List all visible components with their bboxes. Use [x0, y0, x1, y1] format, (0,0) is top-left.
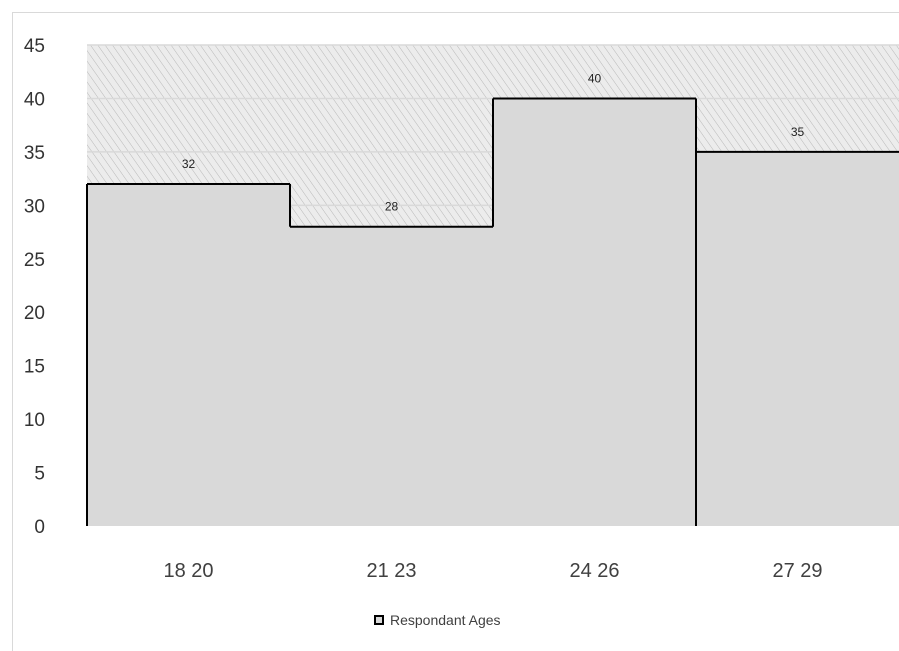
- x-tick-label: 24 26: [569, 560, 619, 582]
- y-tick-label: 10: [24, 410, 45, 431]
- x-axis: 18 20 21 23 24 26 27 29: [163, 560, 822, 582]
- legend-swatch: [374, 615, 384, 625]
- data-labels: 32 28 40 35: [182, 71, 805, 213]
- bar-3: [493, 98, 696, 526]
- y-tick-label: 15: [24, 357, 45, 378]
- bar-4: [696, 151, 899, 526]
- y-tick-label: 20: [24, 303, 45, 324]
- legend-label: Respondant Ages: [390, 612, 501, 628]
- y-tick-label: 30: [24, 196, 45, 217]
- data-label: 28: [385, 200, 399, 214]
- x-tick-label: 18 20: [163, 560, 213, 582]
- bar-2: [290, 226, 493, 526]
- data-label: 35: [791, 125, 805, 139]
- y-tick-label: 0: [34, 517, 45, 538]
- bars: [86, 97, 899, 526]
- x-tick-label: 27 29: [772, 560, 822, 582]
- y-axis: 0 5 10 15 20 25 30 35 40 45: [24, 36, 45, 538]
- y-tick-label: 40: [24, 89, 45, 110]
- x-tick-label: 21 23: [366, 560, 416, 582]
- y-tick-label: 35: [24, 143, 45, 164]
- y-tick-label: 25: [24, 250, 45, 271]
- y-tick-label: 5: [34, 464, 45, 485]
- data-label: 40: [588, 71, 602, 85]
- bar-1: [87, 183, 290, 526]
- chart-frame: [12, 12, 899, 651]
- data-label: 32: [182, 157, 196, 171]
- legend: Respondant Ages: [374, 612, 501, 628]
- y-tick-label: 45: [24, 36, 45, 57]
